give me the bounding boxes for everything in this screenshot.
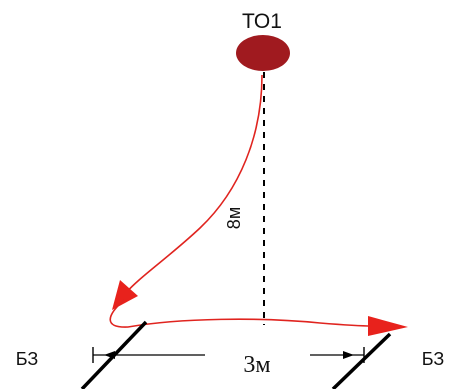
horizontal-distance-label: 3м — [243, 352, 270, 378]
target-label: ТО1 — [242, 10, 282, 33]
dimension-line — [92, 347, 365, 363]
descent-path — [123, 74, 263, 296]
right-marker-label: БЗ — [422, 349, 444, 369]
horizontal-path — [109, 299, 373, 328]
left-marker-label: БЗ — [16, 349, 38, 369]
horizontal-arrowhead — [368, 316, 408, 336]
vertical-distance-label: 8м — [224, 207, 244, 229]
target-marker — [236, 35, 290, 71]
right-barrier — [331, 332, 392, 389]
descent-arrowhead — [112, 280, 138, 310]
